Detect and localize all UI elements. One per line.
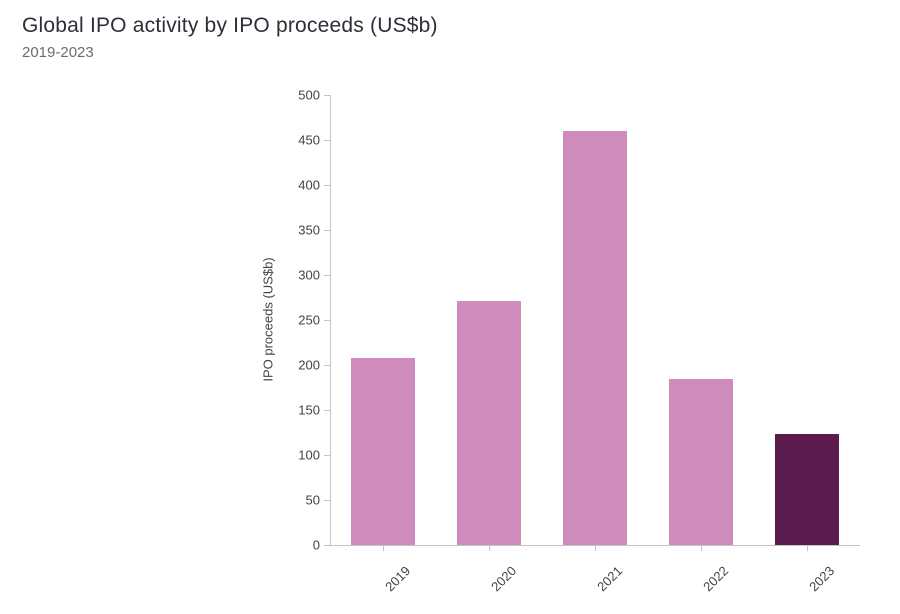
bar <box>563 131 627 545</box>
bar <box>351 358 415 545</box>
y-tick <box>324 500 330 501</box>
y-tick-label: 250 <box>280 313 320 328</box>
bar-chart: 0 50 100 150 200 250 300 350 400 450 500 2019 2020 20… <box>0 0 900 614</box>
y-axis-label: IPO proceeds (US$b) <box>261 230 276 410</box>
y-tick-label: 200 <box>280 358 320 373</box>
y-tick <box>324 95 330 96</box>
x-tick-label: 2019 <box>382 563 413 594</box>
y-tick <box>324 365 330 366</box>
y-tick <box>324 320 330 321</box>
y-tick <box>324 185 330 186</box>
bar <box>457 301 521 545</box>
y-tick <box>324 545 330 546</box>
plot-area <box>330 95 860 545</box>
y-tick-label: 0 <box>280 538 320 553</box>
y-tick <box>324 275 330 276</box>
bar <box>775 434 839 545</box>
y-axis-line <box>330 95 331 545</box>
x-tick-label: 2021 <box>594 563 625 594</box>
y-tick <box>324 140 330 141</box>
y-tick <box>324 230 330 231</box>
y-tick-label: 50 <box>280 493 320 508</box>
x-tick <box>701 545 702 551</box>
x-tick-label: 2020 <box>488 563 519 594</box>
y-tick <box>324 410 330 411</box>
y-tick-label: 100 <box>280 448 320 463</box>
x-tick <box>489 545 490 551</box>
x-tick-label: 2023 <box>806 563 837 594</box>
x-tick <box>807 545 808 551</box>
y-tick-label: 400 <box>280 178 320 193</box>
x-tick-label: 2022 <box>700 563 731 594</box>
x-tick <box>383 545 384 551</box>
y-tick-label: 150 <box>280 403 320 418</box>
y-tick-label: 500 <box>280 88 320 103</box>
y-tick <box>324 455 330 456</box>
bar <box>669 379 733 545</box>
y-tick-label: 300 <box>280 268 320 283</box>
y-tick-label: 450 <box>280 133 320 148</box>
y-tick-label: 350 <box>280 223 320 238</box>
x-tick <box>595 545 596 551</box>
